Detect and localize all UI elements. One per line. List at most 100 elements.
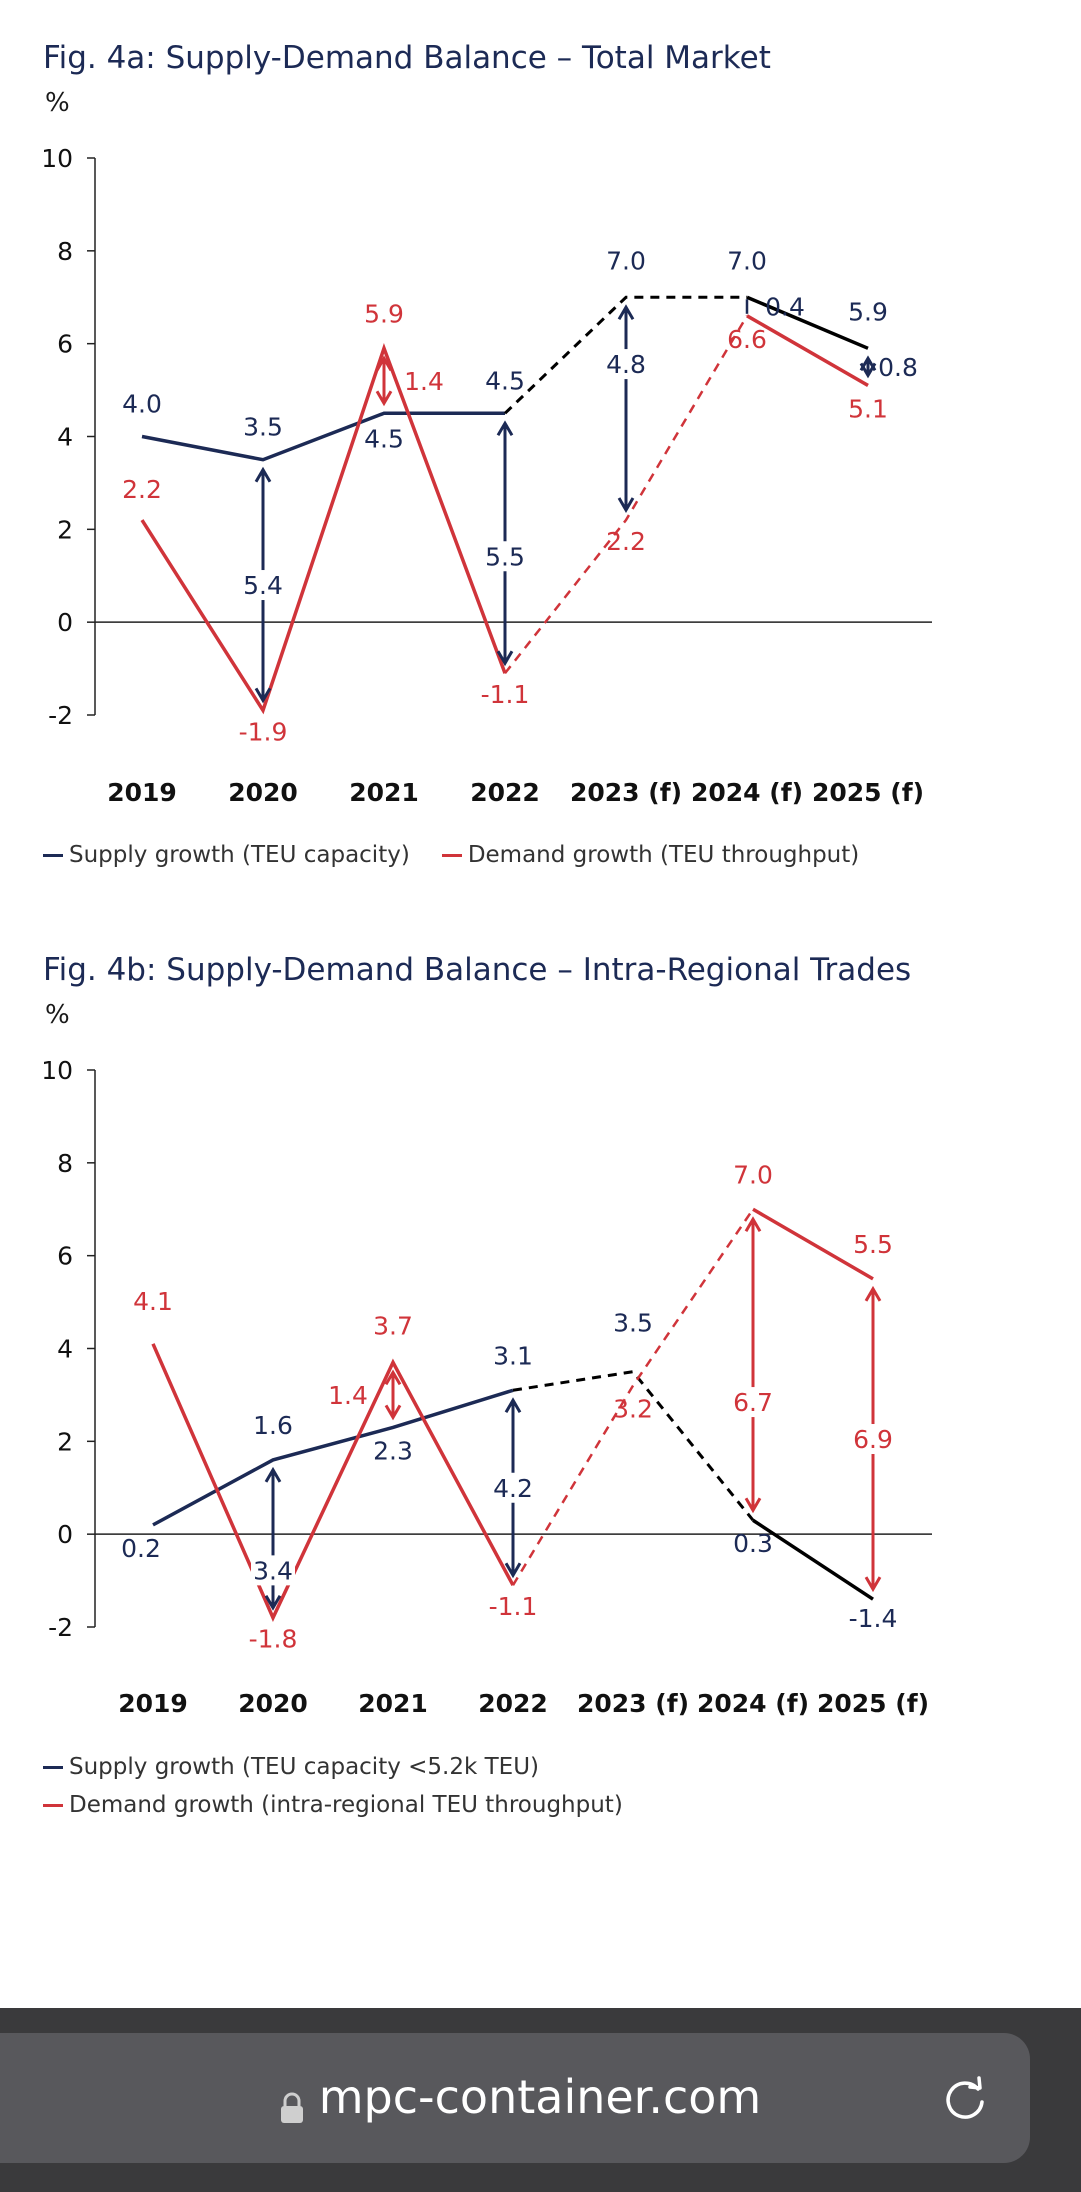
gap-label-bg: [241, 570, 285, 601]
chart-4a: -2 0 2 4 6 8 10 2019 2020 2021 2022 2023 (f) 2024 (f…: [41, 144, 932, 807]
y-tick-label: 6: [57, 330, 73, 359]
series-line-supply-forecast: [512, 1370, 755, 1522]
data-label-supply: 3.1: [493, 1341, 533, 1370]
y-tick-label: 0: [57, 1520, 73, 1549]
x-tick-label: 2019: [107, 778, 177, 807]
y-tick-label: 10: [41, 1056, 73, 1085]
legend-swatch-demand: [441, 853, 462, 857]
data-label-supply: 5.9: [848, 297, 888, 326]
gap-label-bg: [851, 1424, 895, 1455]
gap-arrow-head: [254, 466, 272, 483]
series-line-supply: [141, 411, 505, 462]
data-label-demand: 5.5: [853, 1230, 893, 1259]
chart-title-4a: Fig. 4a: Supply-Demand Balance – Total M…: [43, 40, 771, 76]
data-label-demand: 5.9: [364, 299, 404, 328]
chart-title-4b: Fig. 4b: Supply-Demand Balance – Intra-R…: [43, 952, 912, 988]
legend-item-supply-4a: Supply growth (TEU capacity): [43, 842, 410, 868]
y-tick-label: 4: [57, 1335, 73, 1364]
x-tick-label: 2020: [238, 1689, 308, 1718]
x-tick-label: 2022: [478, 1689, 548, 1718]
data-label-supply: 3.5: [613, 1309, 653, 1338]
legend-label-supply: Supply growth (TEU capacity): [69, 842, 410, 868]
gap-arrow-head: [504, 1562, 522, 1579]
data-label-supply: 7.0: [606, 246, 646, 275]
gap-arrow-head: [744, 1216, 762, 1233]
legend-swatch-supply: [43, 853, 63, 857]
data-label-supply: 0.2: [121, 1534, 161, 1563]
y-tick-label: 8: [57, 1149, 73, 1178]
x-tick-label: 2022: [470, 778, 540, 807]
x-tick-label: 2024 (f): [691, 778, 803, 807]
legend-swatch-demand: [43, 1803, 63, 1807]
series-line-demand: [140, 343, 507, 715]
gap-arrow-head: [744, 1497, 762, 1514]
legend-item-demand-4b: Demand growth (intra-regional TEU throug…: [43, 1792, 623, 1818]
gap-label: 3.4: [253, 1556, 293, 1585]
legend-label-supply: Supply growth (TEU capacity <5.2k TEU): [69, 1754, 540, 1780]
legend-4b: Supply growth (TEU capacity <5.2k TEU) D…: [43, 1754, 623, 1818]
gap-arrow-head: [254, 687, 272, 704]
series-line-supply: [152, 1388, 514, 1527]
reload-icon[interactable]: [940, 2075, 990, 2125]
data-label-supply: 7.0: [727, 246, 767, 275]
data-label-demand: 7.0: [733, 1160, 773, 1189]
gap-arrow-head: [864, 1576, 882, 1593]
series-line-demand-forecast-end: [746, 314, 869, 387]
series-line-supply-forecast-end: [752, 1518, 874, 1601]
address-bar[interactable]: [0, 2033, 1030, 2163]
gap-arrow-head: [617, 304, 635, 321]
data-label-supply: 3.5: [243, 413, 283, 442]
data-label-demand: -1.8: [249, 1625, 298, 1654]
x-tick-label: 2025 (f): [817, 1689, 929, 1718]
gap-arrow-head: [375, 355, 393, 372]
data-label-demand: 5.1: [848, 394, 888, 423]
lock-icon: [279, 2081, 305, 2123]
gap-arrow-head: [384, 1369, 402, 1386]
data-label-demand: 3.7: [373, 1311, 413, 1340]
gap-label: 5.4: [243, 571, 283, 600]
gap-label: 1.4: [404, 367, 444, 396]
y-tick-label: 2: [57, 515, 73, 544]
gap-label-bg: [604, 349, 648, 380]
y-tick-label: 4: [57, 423, 73, 452]
y-tick-label: -2: [48, 1613, 73, 1642]
data-label-supply: 0.3: [733, 1529, 773, 1558]
gap-label-bg: [483, 541, 527, 572]
data-label-demand: 2.2: [606, 527, 646, 556]
legend-item-supply-4b: Supply growth (TEU capacity <5.2k TEU): [43, 1754, 539, 1780]
y-tick-label: 2: [57, 1427, 73, 1456]
gap-label: 6.9: [853, 1425, 893, 1454]
chart-4b: -2 0 2 4 6 8 10 2019 2020 2021 2022 2023 (f) 2024 (f…: [41, 1056, 932, 1718]
gap-arrow-head: [264, 1466, 282, 1483]
series-line-demand-forecast: [511, 1208, 755, 1586]
x-tick-label: 2019: [118, 1689, 188, 1718]
y-tick-label: 0: [57, 608, 73, 637]
data-label-supply: 1.6: [253, 1411, 293, 1440]
data-label-demand: 2.2: [122, 475, 162, 504]
y-tick-label: -2: [48, 701, 73, 730]
y-unit-4b: %: [45, 1000, 70, 1030]
x-tick-label: 2025 (f): [812, 778, 924, 807]
series-line-demand: [151, 1343, 515, 1622]
data-label-demand: -1.9: [239, 717, 288, 746]
y-tick-label: 10: [41, 144, 73, 173]
gap-label-bg: [491, 1472, 535, 1503]
gap-label: 0.8: [878, 353, 918, 382]
gap-label: 4.8: [606, 350, 646, 379]
gap-label: 0.4: [765, 293, 805, 322]
gap-label: 1.4: [328, 1381, 368, 1410]
gap-arrow-head: [375, 390, 393, 407]
series-line-demand-forecast: [504, 315, 749, 674]
gap-label: 5.5: [485, 542, 525, 571]
x-tick-label: 2021: [349, 778, 419, 807]
series-line-supply-forecast-end: [746, 295, 869, 350]
legend-label-demand: Demand growth (TEU throughput): [467, 842, 860, 868]
series-line-demand-forecast-end: [752, 1207, 874, 1281]
legend-swatch-supply: [43, 1765, 63, 1769]
data-label-supply: 4.5: [364, 424, 404, 453]
address-bar-content[interactable]: mpc-container.com: [0, 2070, 1040, 2124]
url-text: mpc-container.com: [318, 2070, 762, 2124]
series-line-supply-forecast: [503, 295, 747, 415]
x-tick-label: 2023 (f): [577, 1689, 689, 1718]
legend-label-demand: Demand growth (intra-regional TEU throug…: [69, 1792, 623, 1818]
